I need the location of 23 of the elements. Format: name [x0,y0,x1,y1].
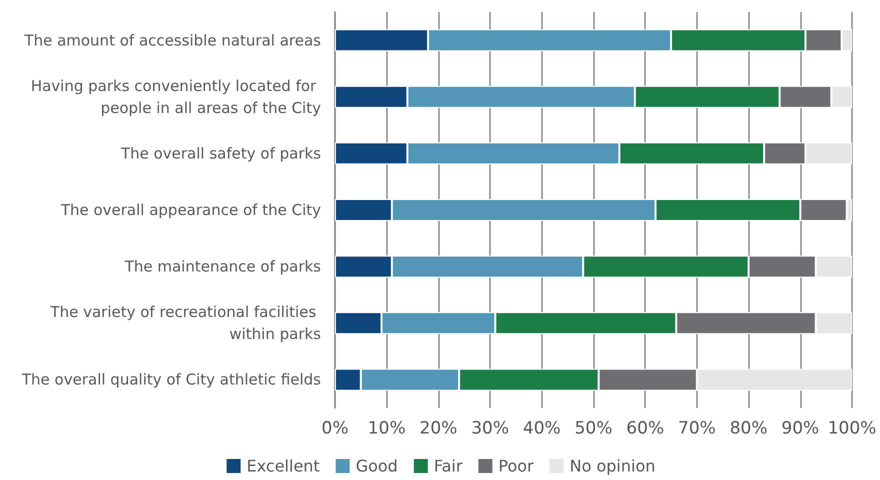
x-tick-label: 40% [522,418,561,438]
y-tick-label: The overall quality of City athletic fields [20,370,322,389]
y-tick-label: The maintenance of parks [124,258,322,276]
y-tick-label: Having parks conveniently located for people in all areas of the City [30,76,322,117]
x-tick-label: 30% [471,418,509,438]
x-tick-label: 10% [368,418,406,438]
x-tick-label: 0% [322,418,348,438]
x-tick-label: 60% [626,418,664,438]
legend-label: Excellent [246,456,320,476]
x-tick-label: 20% [420,418,458,438]
x-tick-label: 90% [781,418,820,438]
y-tick-label: The overall safety of parks [120,144,322,162]
legend-label: No opinion [570,456,656,476]
legend-label: Fair [434,456,463,476]
y-tick-label: The overall appearance of the City [60,201,322,219]
y-tick-label: The amount of accessible natural areas [23,31,322,50]
x-tick-label: 100% [828,418,876,438]
legend-label: Poor [498,456,534,476]
y-tick-label: The variety of recreational facilities within parks [49,303,322,344]
legend-label: Good [356,456,398,476]
x-tick-label: 70% [678,418,716,438]
x-tick-label: 80% [730,418,768,438]
x-tick-label: 50% [574,418,612,438]
